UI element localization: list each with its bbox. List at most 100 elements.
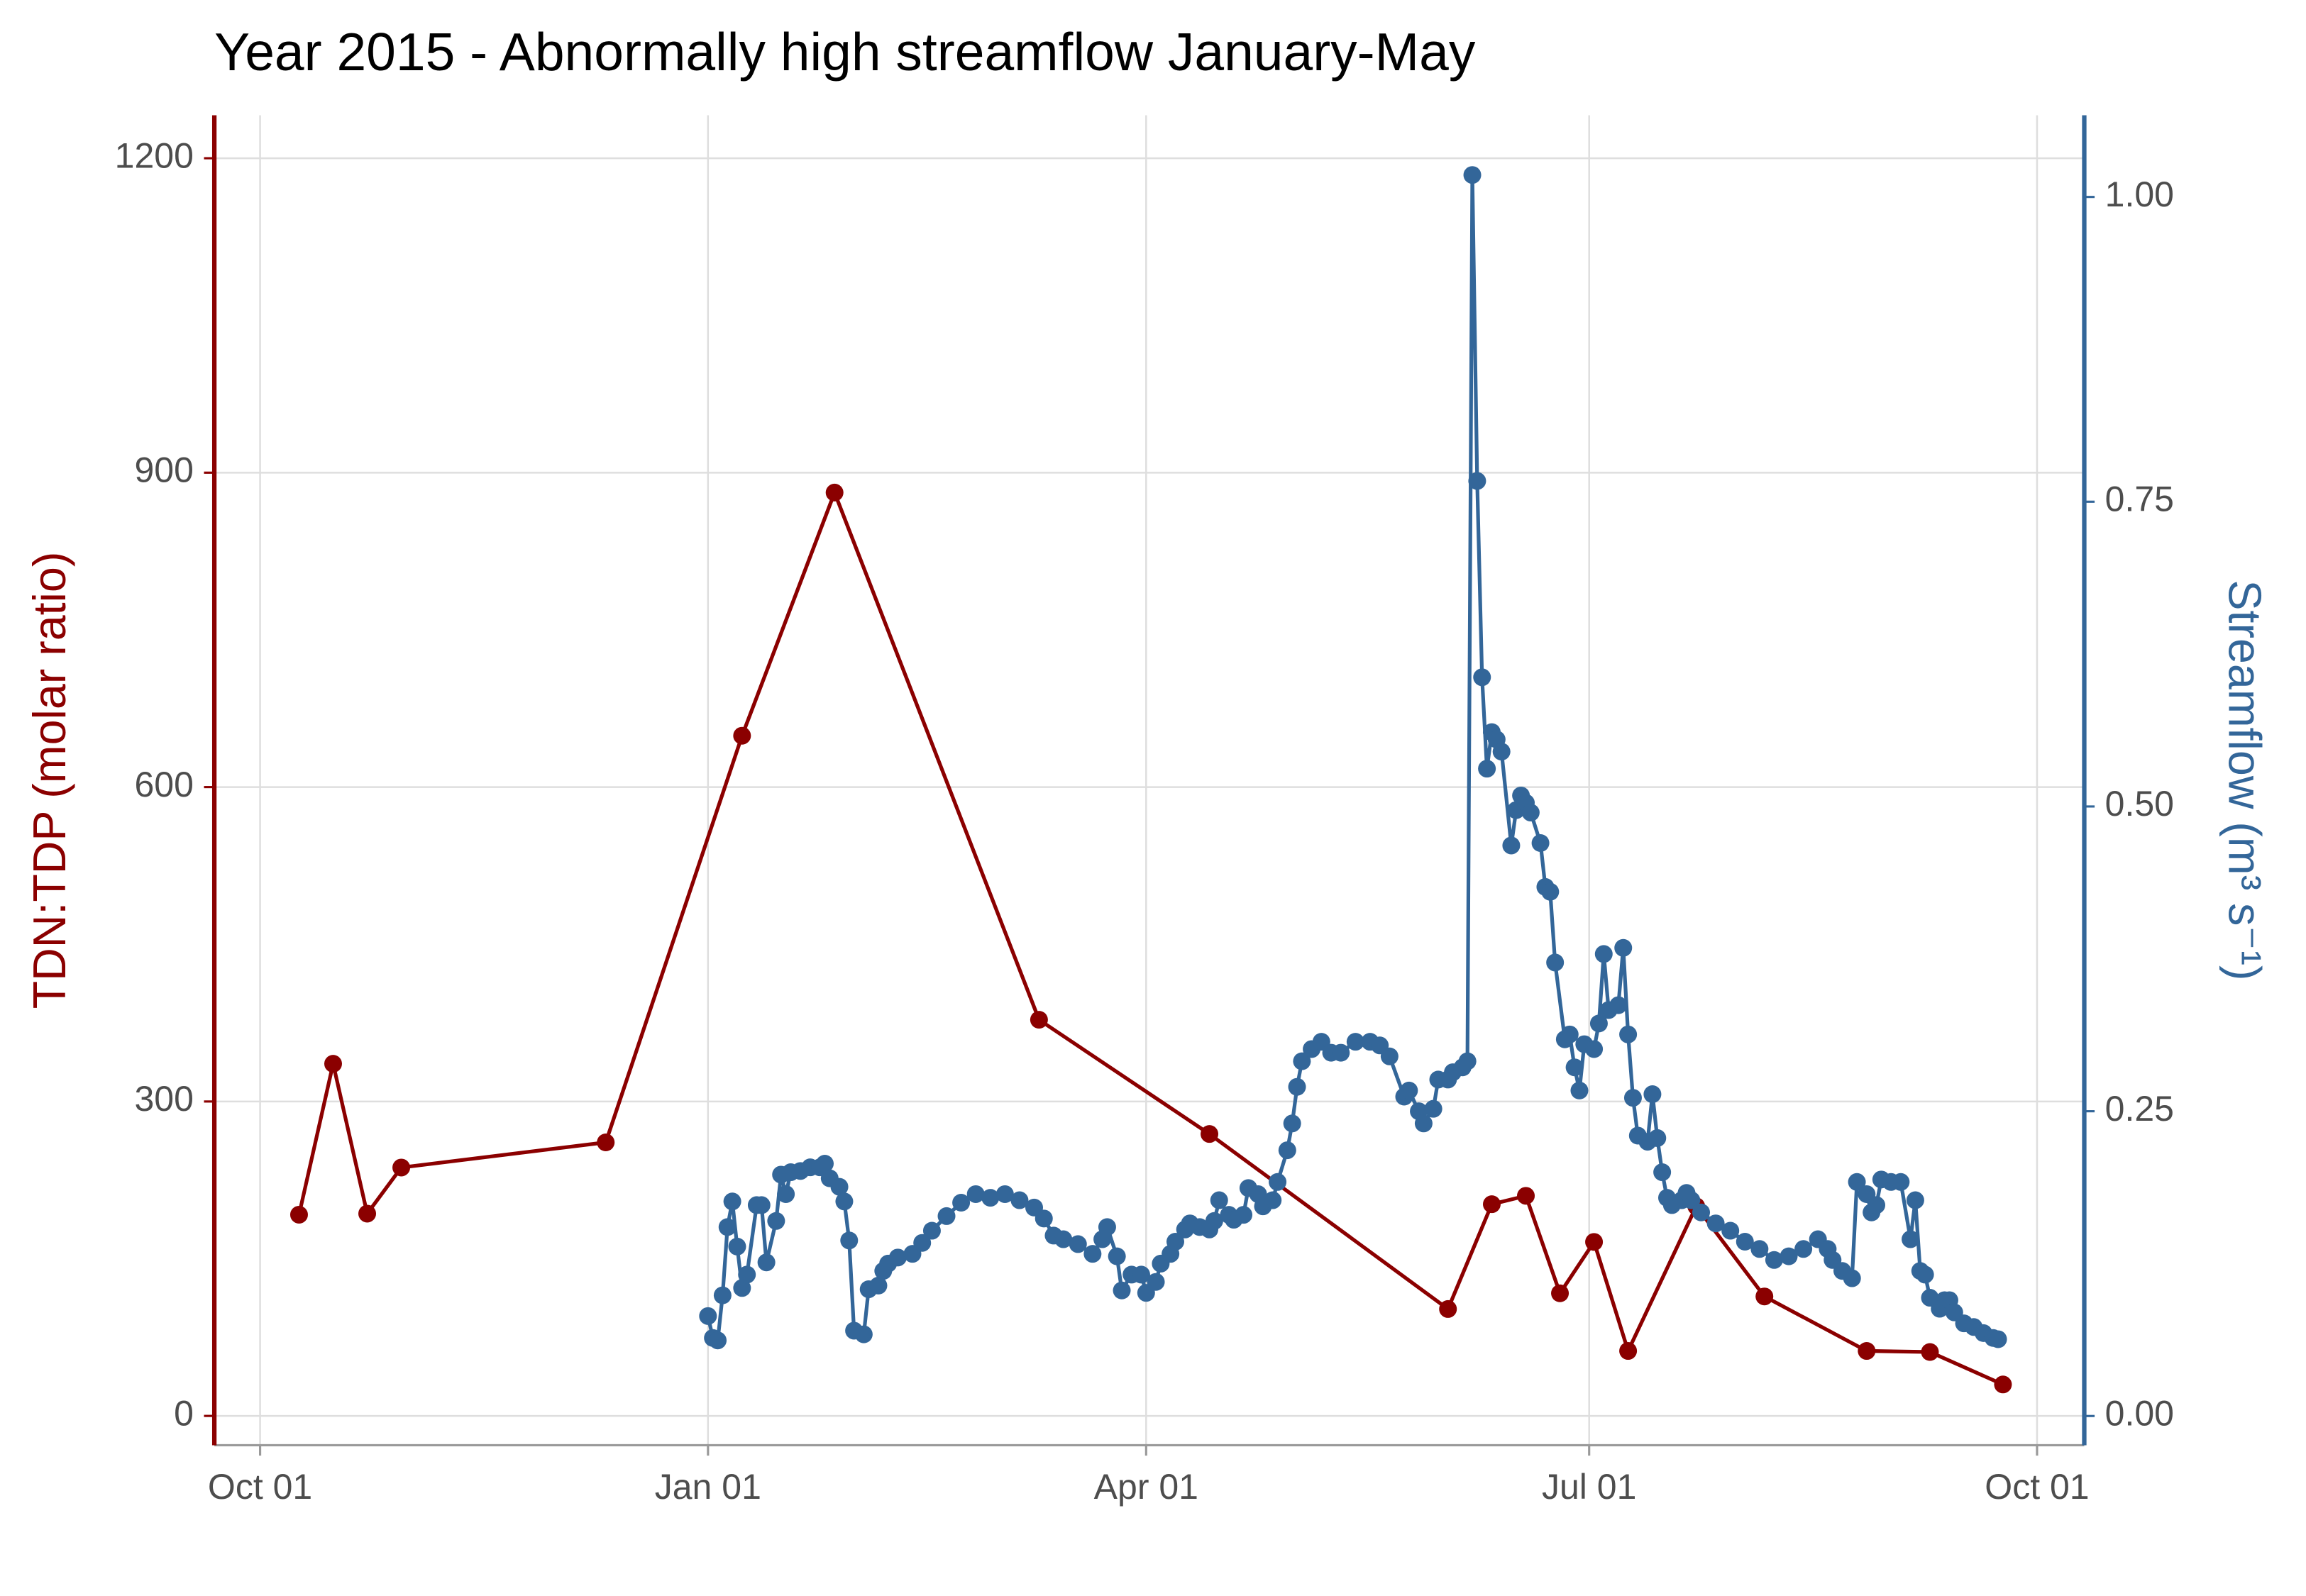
point <box>1721 1221 1740 1240</box>
point <box>830 1177 849 1196</box>
y-tick-label: 300 <box>134 1079 193 1119</box>
y-tick-label: 0 <box>174 1393 194 1433</box>
x-tick-label: Apr 01 <box>1094 1467 1198 1507</box>
y2-axis-title: Streamflow (m³ s⁻¹) <box>2219 580 2270 980</box>
point <box>728 1237 746 1256</box>
point <box>1473 668 1491 687</box>
point <box>1692 1203 1711 1221</box>
y-tick-label: 600 <box>134 765 193 804</box>
point <box>1843 1269 1861 1287</box>
point <box>1030 1011 1048 1029</box>
point <box>1906 1191 1924 1209</box>
point <box>835 1192 854 1211</box>
point <box>1858 1342 1876 1361</box>
point <box>1589 1014 1608 1033</box>
point <box>1108 1247 1126 1265</box>
point <box>1570 1081 1589 1099</box>
y2-tick-label: 0.25 <box>2105 1089 2174 1129</box>
point <box>733 1279 751 1297</box>
point <box>1010 1191 1029 1209</box>
point <box>1706 1214 1725 1233</box>
point <box>1623 1089 1642 1107</box>
point <box>1989 1330 2007 1348</box>
series-line <box>297 490 2004 1387</box>
point <box>392 1158 411 1177</box>
x-tick-label: Oct 01 <box>1985 1467 2089 1507</box>
point <box>1585 1233 1604 1251</box>
point <box>777 1185 795 1203</box>
y2-tick-label: 0.00 <box>2105 1393 2174 1433</box>
point <box>1921 1343 1939 1361</box>
point <box>1054 1230 1073 1248</box>
point <box>1132 1265 1150 1284</box>
point <box>733 726 751 745</box>
point <box>358 1204 377 1223</box>
point <box>1551 1284 1569 1302</box>
point <box>1201 1125 1219 1143</box>
point <box>1755 1287 1774 1306</box>
point <box>966 1185 985 1203</box>
point <box>1765 1251 1783 1269</box>
point <box>913 1234 932 1252</box>
point <box>840 1231 859 1250</box>
y-tick-label: 900 <box>134 450 193 490</box>
point <box>1269 1173 1287 1191</box>
point <box>1560 1025 1579 1043</box>
point <box>1619 1025 1638 1043</box>
point <box>1609 996 1628 1014</box>
point <box>1083 1245 1102 1263</box>
point <box>1166 1232 1184 1251</box>
point <box>289 1205 308 1224</box>
point <box>1293 1052 1311 1070</box>
point <box>1264 1191 1282 1209</box>
point <box>1794 1240 1813 1258</box>
point <box>1780 1247 1798 1265</box>
point <box>1868 1196 1886 1214</box>
point <box>1682 1191 1701 1209</box>
point <box>825 483 844 501</box>
point <box>1546 953 1565 972</box>
point <box>597 1133 615 1151</box>
point <box>1458 1052 1477 1070</box>
point <box>1288 1077 1306 1096</box>
point <box>1916 1265 1934 1284</box>
point <box>1643 1085 1662 1104</box>
point <box>1565 1058 1584 1077</box>
point <box>757 1253 776 1272</box>
point <box>324 1055 342 1073</box>
point <box>1205 1212 1223 1230</box>
point <box>1278 1141 1296 1160</box>
point <box>1478 760 1496 778</box>
chart-title: Year 2015 - Abnormally high streamflow J… <box>214 22 1476 82</box>
point <box>1098 1218 1116 1236</box>
point <box>1210 1191 1228 1209</box>
y-axis-title: TDN:TDP (molar ratio) <box>24 552 75 1009</box>
point <box>1619 1342 1638 1361</box>
point <box>1653 1163 1672 1182</box>
point <box>1424 1099 1442 1118</box>
point <box>713 1286 732 1304</box>
point <box>1750 1240 1769 1258</box>
point <box>854 1325 873 1343</box>
point <box>1502 836 1521 855</box>
point <box>1346 1033 1364 1051</box>
y-tick-label: 1200 <box>115 135 194 175</box>
point <box>815 1155 834 1173</box>
point <box>709 1331 727 1350</box>
point <box>1902 1230 1920 1248</box>
point <box>1482 1195 1501 1214</box>
point <box>1035 1209 1053 1228</box>
y2-tick-label: 1.00 <box>2105 174 2174 214</box>
point <box>1531 834 1550 853</box>
point <box>1492 743 1511 761</box>
point <box>1848 1173 1866 1191</box>
point <box>1414 1114 1433 1133</box>
point <box>1463 166 1482 184</box>
x-tick-label: Oct 01 <box>208 1467 312 1507</box>
point <box>752 1196 771 1214</box>
point <box>1594 945 1613 963</box>
y2-tick-label: 0.75 <box>2105 480 2174 519</box>
series-line <box>706 173 1999 1343</box>
